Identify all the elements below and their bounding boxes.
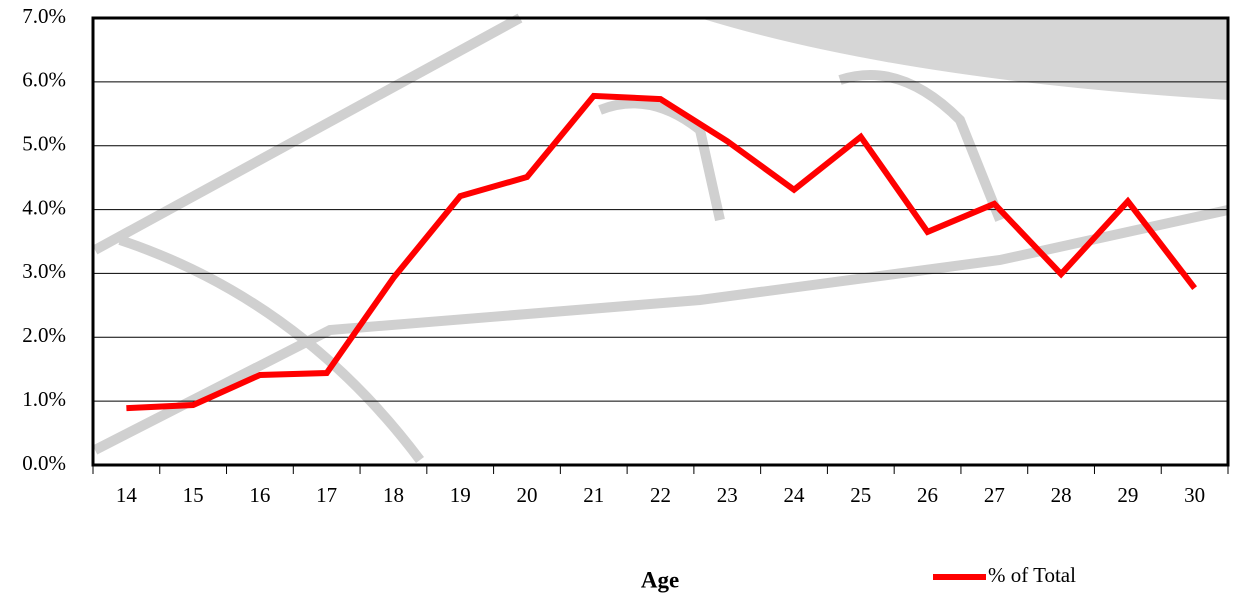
x-tick-label: 23 [717,483,738,507]
x-tick-label: 28 [1051,483,1072,507]
x-tick-label: 18 [383,483,404,507]
x-tick-label: 22 [650,483,671,507]
x-tick-label: 24 [784,483,806,507]
x-tick-label: 27 [984,483,1005,507]
y-tick-label: 2.0% [22,323,66,347]
legend-label: % of Total [988,563,1076,587]
x-tick-label: 30 [1184,483,1205,507]
x-tick-label: 26 [917,483,938,507]
x-tick-label: 20 [516,483,537,507]
x-tick-label: 29 [1117,483,1138,507]
background-illustration [95,18,1228,460]
y-tick-label: 1.0% [22,387,66,411]
x-tick-label: 25 [850,483,871,507]
x-tick-label: 16 [249,483,270,507]
x-tick-label: 17 [316,483,337,507]
y-tick-label: 4.0% [22,195,66,219]
y-tick-label: 5.0% [22,132,66,156]
x-tick-label: 15 [183,483,204,507]
x-tick-label: 14 [116,483,138,507]
page: {"chart_data": {"type": "line", "x_label… [0,0,1239,594]
y-tick-label: 7.0% [22,4,66,28]
y-tick-label: 0.0% [22,451,66,475]
x-tick-label: 21 [583,483,604,507]
x-axis-title: Age [641,567,679,592]
chart: Age 0.0% 1.0% 2.0% 3.0% 4.0% 5.0% 6.0% 7.0% 14 15… [0,0,1239,594]
y-tick-label: 6.0% [22,68,66,92]
y-tick-label: 3.0% [22,259,66,283]
x-tick-label: 19 [450,483,471,507]
